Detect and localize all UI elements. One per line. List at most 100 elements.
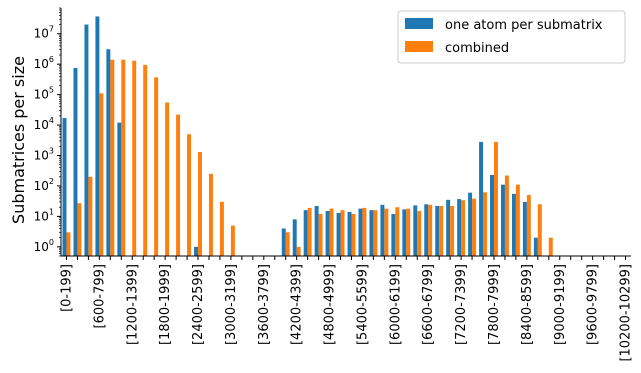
bar-combined-0 bbox=[66, 232, 71, 256]
bar-combined-37 bbox=[472, 198, 477, 256]
y-axis-label: Submatrices per size bbox=[9, 56, 28, 224]
x-tick-label-9: [1800-1999] bbox=[158, 264, 173, 345]
y-tick-label-3: 103 bbox=[34, 147, 54, 163]
legend: one atom per submatrix combined bbox=[397, 10, 626, 64]
bar-one-atom-23 bbox=[314, 205, 319, 256]
y-tick-label-6: 106 bbox=[34, 55, 54, 71]
bar-combined-24 bbox=[329, 208, 334, 256]
x-tick-label-0: [0-199] bbox=[59, 264, 74, 312]
bar-combined-8 bbox=[154, 77, 159, 256]
bar-one-atom-29 bbox=[380, 204, 385, 256]
x-tick-label-18: [3600-3799] bbox=[257, 264, 272, 345]
x-tick-label-45: [9000-9199] bbox=[553, 264, 568, 345]
bar-combined-22 bbox=[307, 207, 312, 256]
bar-one-atom-5 bbox=[117, 122, 122, 257]
bar-combined-21 bbox=[296, 246, 301, 256]
bar-combined-43 bbox=[537, 204, 542, 256]
bar-one-atom-24 bbox=[325, 211, 330, 256]
bar-one-atom-43 bbox=[533, 237, 538, 256]
bar-one-atom-21 bbox=[292, 219, 297, 256]
bar-one-atom-39 bbox=[490, 174, 494, 256]
bar-one-atom-33 bbox=[424, 204, 429, 256]
bar-one-atom-4 bbox=[106, 49, 111, 257]
bar-one-atom-32 bbox=[413, 205, 418, 256]
x-tick-label-21: [4200-4399] bbox=[290, 264, 305, 345]
y-tick-label-5: 105 bbox=[34, 86, 54, 102]
x-tick-label-12: [2400-2599] bbox=[191, 264, 206, 345]
bar-one-atom-0 bbox=[62, 118, 67, 256]
x-tick-label-33: [6600-6799] bbox=[421, 264, 436, 345]
bar-combined-27 bbox=[362, 207, 367, 256]
bar-combined-35 bbox=[450, 205, 455, 256]
legend-swatch-one-atom bbox=[405, 18, 433, 29]
x-tick-label-36: [7200-7399] bbox=[454, 264, 469, 345]
bar-combined-4 bbox=[110, 59, 115, 256]
bar-combined-40 bbox=[504, 175, 509, 256]
x-tick-label-15: [3000-3199] bbox=[224, 264, 239, 345]
x-tick-label-30: [6000-6199] bbox=[388, 264, 403, 345]
x-tick-label-6: [1200-1399] bbox=[125, 264, 140, 345]
bar-combined-38 bbox=[483, 192, 487, 256]
bar-one-atom-35 bbox=[446, 199, 451, 256]
bar-combined-1 bbox=[77, 203, 82, 256]
bar-one-atom-28 bbox=[369, 210, 374, 256]
bar-combined-31 bbox=[406, 208, 411, 256]
bar-one-atom-20 bbox=[281, 228, 286, 256]
bar-combined-6 bbox=[132, 60, 137, 257]
bar-one-atom-40 bbox=[501, 184, 505, 256]
x-tick-label-24: [4800-4999] bbox=[323, 264, 338, 345]
bar-combined-34 bbox=[439, 205, 444, 256]
bar-combined-2 bbox=[88, 176, 93, 256]
bar-one-atom-37 bbox=[468, 192, 473, 256]
bar-one-atom-30 bbox=[391, 213, 396, 256]
bar-one-atom-22 bbox=[303, 210, 308, 256]
bar-one-atom-42 bbox=[522, 201, 527, 256]
bar-combined-32 bbox=[417, 211, 422, 256]
bar-one-atom-25 bbox=[336, 212, 341, 256]
bar-one-atom-2 bbox=[84, 24, 89, 257]
x-tick-label-51: [10200-10299] bbox=[619, 264, 634, 362]
y-tick-label-4: 104 bbox=[34, 116, 54, 132]
bar-combined-12 bbox=[198, 152, 202, 256]
bar-combined-26 bbox=[351, 213, 356, 256]
x-tick-label-27: [5400-5599] bbox=[355, 264, 370, 345]
bar-one-atom-34 bbox=[435, 205, 440, 256]
bar-combined-11 bbox=[187, 134, 192, 256]
legend-frame bbox=[397, 10, 626, 64]
x-tick-label-39: [7800-7999] bbox=[487, 264, 502, 345]
x-tick-label-3: [600-799] bbox=[92, 264, 107, 328]
bar-combined-39 bbox=[493, 141, 498, 256]
bar-one-atom-36 bbox=[457, 199, 462, 256]
y-tick-label-0: 100 bbox=[34, 238, 54, 254]
bar-combined-28 bbox=[373, 210, 378, 256]
bar-combined-36 bbox=[461, 200, 466, 256]
bar-one-atom-26 bbox=[347, 211, 352, 256]
x-tick-label-48: [9600-9799] bbox=[586, 264, 601, 345]
bar-one-atom-3 bbox=[95, 16, 100, 257]
bar-combined-9 bbox=[165, 102, 170, 257]
y-tick-label-7: 107 bbox=[34, 25, 54, 41]
y-tick-label-2: 102 bbox=[34, 177, 54, 193]
legend-label-combined: combined bbox=[445, 41, 509, 56]
bar-combined-15 bbox=[230, 225, 235, 256]
bar-combined-44 bbox=[548, 237, 553, 256]
bar-one-atom-1 bbox=[73, 67, 78, 256]
bar-combined-29 bbox=[384, 208, 389, 256]
legend-swatch-combined bbox=[405, 41, 433, 52]
axes-layer: 100 101 102 103 104 105 106 107 [0-199] [600-799]… bbox=[34, 7, 634, 362]
bar-one-atom-38 bbox=[479, 141, 484, 256]
bar-combined-3 bbox=[99, 93, 104, 256]
x-tick-label-42: [8400-8599] bbox=[520, 264, 535, 345]
bar-one-atom-27 bbox=[358, 208, 363, 256]
bar-combined-23 bbox=[318, 213, 323, 256]
bar-combined-42 bbox=[526, 195, 531, 256]
bar-one-atom-12 bbox=[194, 246, 199, 256]
bar-combined-5 bbox=[121, 59, 126, 256]
bar-one-atom-41 bbox=[511, 193, 516, 256]
bar-combined-10 bbox=[176, 114, 181, 256]
bar-combined-33 bbox=[428, 204, 433, 256]
bar-combined-13 bbox=[208, 173, 213, 256]
bar-combined-41 bbox=[515, 184, 520, 256]
bar-combined-30 bbox=[395, 207, 400, 256]
